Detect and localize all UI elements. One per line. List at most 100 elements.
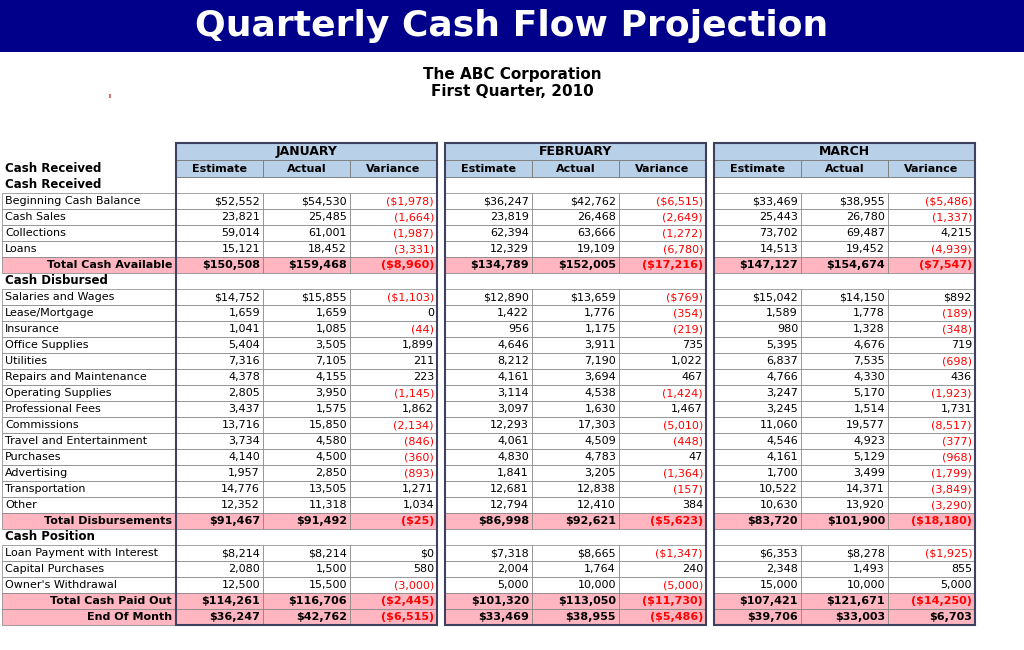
Text: $91,492: $91,492 [296, 516, 347, 526]
Bar [714, 561, 801, 577]
Text: The ABC Corporation: The ABC Corporation [423, 66, 601, 81]
Text: 4,538: 4,538 [585, 388, 616, 398]
Text: (2,649): (2,649) [663, 212, 703, 222]
Text: Total Cash Paid Out: Total Cash Paid Out [50, 596, 172, 606]
Text: 3,734: 3,734 [228, 436, 260, 446]
Text: $159,468: $159,468 [288, 260, 347, 270]
Bar [532, 577, 618, 593]
Bar [888, 561, 975, 577]
Bar [714, 433, 801, 449]
Bar [532, 609, 618, 625]
Text: Estimate: Estimate [730, 164, 785, 174]
Text: (1,272): (1,272) [663, 228, 703, 238]
Text: 4,766: 4,766 [766, 372, 798, 382]
Bar [801, 545, 888, 561]
Bar [445, 545, 532, 561]
Text: 3,097: 3,097 [498, 404, 529, 414]
Bar [714, 143, 975, 160]
Text: 19,577: 19,577 [846, 420, 885, 430]
Bar [532, 209, 618, 225]
Text: JANUARY: JANUARY [275, 145, 338, 158]
Bar [801, 160, 888, 177]
Bar [445, 385, 532, 401]
Text: $33,003: $33,003 [835, 612, 885, 622]
Bar [714, 353, 801, 369]
Bar [532, 369, 618, 385]
Text: 1,862: 1,862 [402, 404, 434, 414]
Bar [888, 369, 975, 385]
Bar [445, 561, 532, 577]
Text: 1,659: 1,659 [315, 308, 347, 318]
Text: Total Disbursements: Total Disbursements [44, 516, 172, 526]
Bar [888, 385, 975, 401]
Bar [263, 289, 350, 305]
Bar [263, 609, 350, 625]
Bar [445, 193, 532, 209]
Text: (354): (354) [673, 308, 703, 318]
Text: (448): (448) [673, 436, 703, 446]
Text: 11,060: 11,060 [760, 420, 798, 430]
Text: (219): (219) [673, 324, 703, 334]
Text: $38,955: $38,955 [565, 612, 616, 622]
Bar [350, 289, 437, 305]
Text: $14,150: $14,150 [840, 292, 885, 302]
Text: 1,841: 1,841 [498, 468, 529, 478]
Text: 3,505: 3,505 [315, 340, 347, 350]
Bar [801, 449, 888, 465]
Text: 1,957: 1,957 [228, 468, 260, 478]
Text: (1,337): (1,337) [932, 212, 972, 222]
Bar [714, 305, 801, 321]
Bar [618, 401, 706, 417]
Bar [801, 337, 888, 353]
Text: ($8,960): ($8,960) [381, 260, 434, 270]
Text: $150,508: $150,508 [202, 260, 260, 270]
Text: Actual: Actual [287, 164, 327, 174]
Bar [618, 545, 706, 561]
Text: 980: 980 [777, 324, 798, 334]
Text: 4,923: 4,923 [853, 436, 885, 446]
Text: Actual: Actual [556, 164, 595, 174]
Bar [532, 545, 618, 561]
Bar [532, 193, 618, 209]
Text: $33,469: $33,469 [478, 612, 529, 622]
Text: $114,261: $114,261 [202, 596, 260, 606]
Text: $42,762: $42,762 [570, 196, 616, 206]
Text: Repairs and Maintenance: Repairs and Maintenance [5, 372, 146, 382]
Bar [888, 577, 975, 593]
Bar [714, 369, 801, 385]
Bar [714, 143, 975, 625]
Bar [350, 225, 437, 241]
Bar [714, 513, 801, 529]
Text: 13,920: 13,920 [846, 500, 885, 510]
Text: $36,247: $36,247 [209, 612, 260, 622]
Bar [350, 337, 437, 353]
Text: $14,752: $14,752 [214, 292, 260, 302]
Text: MARCH: MARCH [819, 145, 870, 158]
Text: 1,467: 1,467 [672, 404, 703, 414]
Text: $54,530: $54,530 [301, 196, 347, 206]
Bar [350, 465, 437, 481]
Bar [532, 337, 618, 353]
Bar [263, 337, 350, 353]
Text: Purchases: Purchases [5, 452, 61, 462]
Text: (1,923): (1,923) [932, 388, 972, 398]
Text: FEBRUARY: FEBRUARY [539, 145, 612, 158]
Text: (1,664): (1,664) [393, 212, 434, 222]
Text: 12,410: 12,410 [578, 500, 616, 510]
Text: (8,517): (8,517) [932, 420, 972, 430]
Text: 223: 223 [413, 372, 434, 382]
Text: $33,469: $33,469 [753, 196, 798, 206]
Text: 10,000: 10,000 [578, 580, 616, 590]
Text: 211: 211 [413, 356, 434, 366]
Text: 2,850: 2,850 [315, 468, 347, 478]
Bar [801, 225, 888, 241]
Bar [176, 401, 263, 417]
Text: (1,987): (1,987) [393, 228, 434, 238]
Text: $52,552: $52,552 [214, 196, 260, 206]
Text: $36,247: $36,247 [483, 196, 529, 206]
Text: ($7,547): ($7,547) [919, 260, 972, 270]
Text: 4,500: 4,500 [315, 452, 347, 462]
Bar [176, 449, 263, 465]
Text: $113,050: $113,050 [558, 596, 616, 606]
Bar [532, 305, 618, 321]
